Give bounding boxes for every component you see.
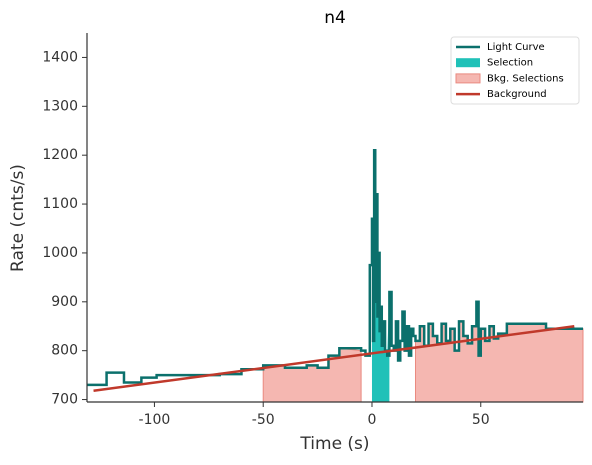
x-tick-label: 50 [472, 412, 490, 428]
y-tick-label: 700 [51, 392, 78, 408]
chart-title: n4 [324, 8, 346, 28]
x-tick-label: -50 [252, 412, 275, 428]
legend-swatch [455, 73, 481, 84]
y-tick-label: 1100 [42, 196, 78, 212]
legend-label: Light Curve [487, 42, 545, 53]
x-axis-label: Time (s) [299, 434, 369, 454]
legend-label: Bkg. Selections [487, 73, 564, 84]
legend-box [450, 36, 580, 105]
x-tick-label: 0 [368, 412, 377, 428]
background-line [93, 325, 575, 392]
y-tick-label: 800 [51, 343, 78, 359]
y-tick-label: 1400 [42, 49, 78, 65]
legend-label: Background [487, 89, 547, 100]
interval-fill [414, 301, 584, 403]
y-tick-label: 900 [51, 294, 78, 310]
y-tick-label: 1200 [42, 147, 78, 163]
y-tick-label: 1300 [42, 98, 78, 114]
y-tick-label: 1000 [42, 245, 78, 261]
x-tick-label: -100 [139, 412, 171, 428]
legend-swatch [456, 58, 480, 68]
legend-label: Selection [487, 58, 533, 69]
y-axis-label: Rate (cnts/s) [8, 164, 28, 272]
